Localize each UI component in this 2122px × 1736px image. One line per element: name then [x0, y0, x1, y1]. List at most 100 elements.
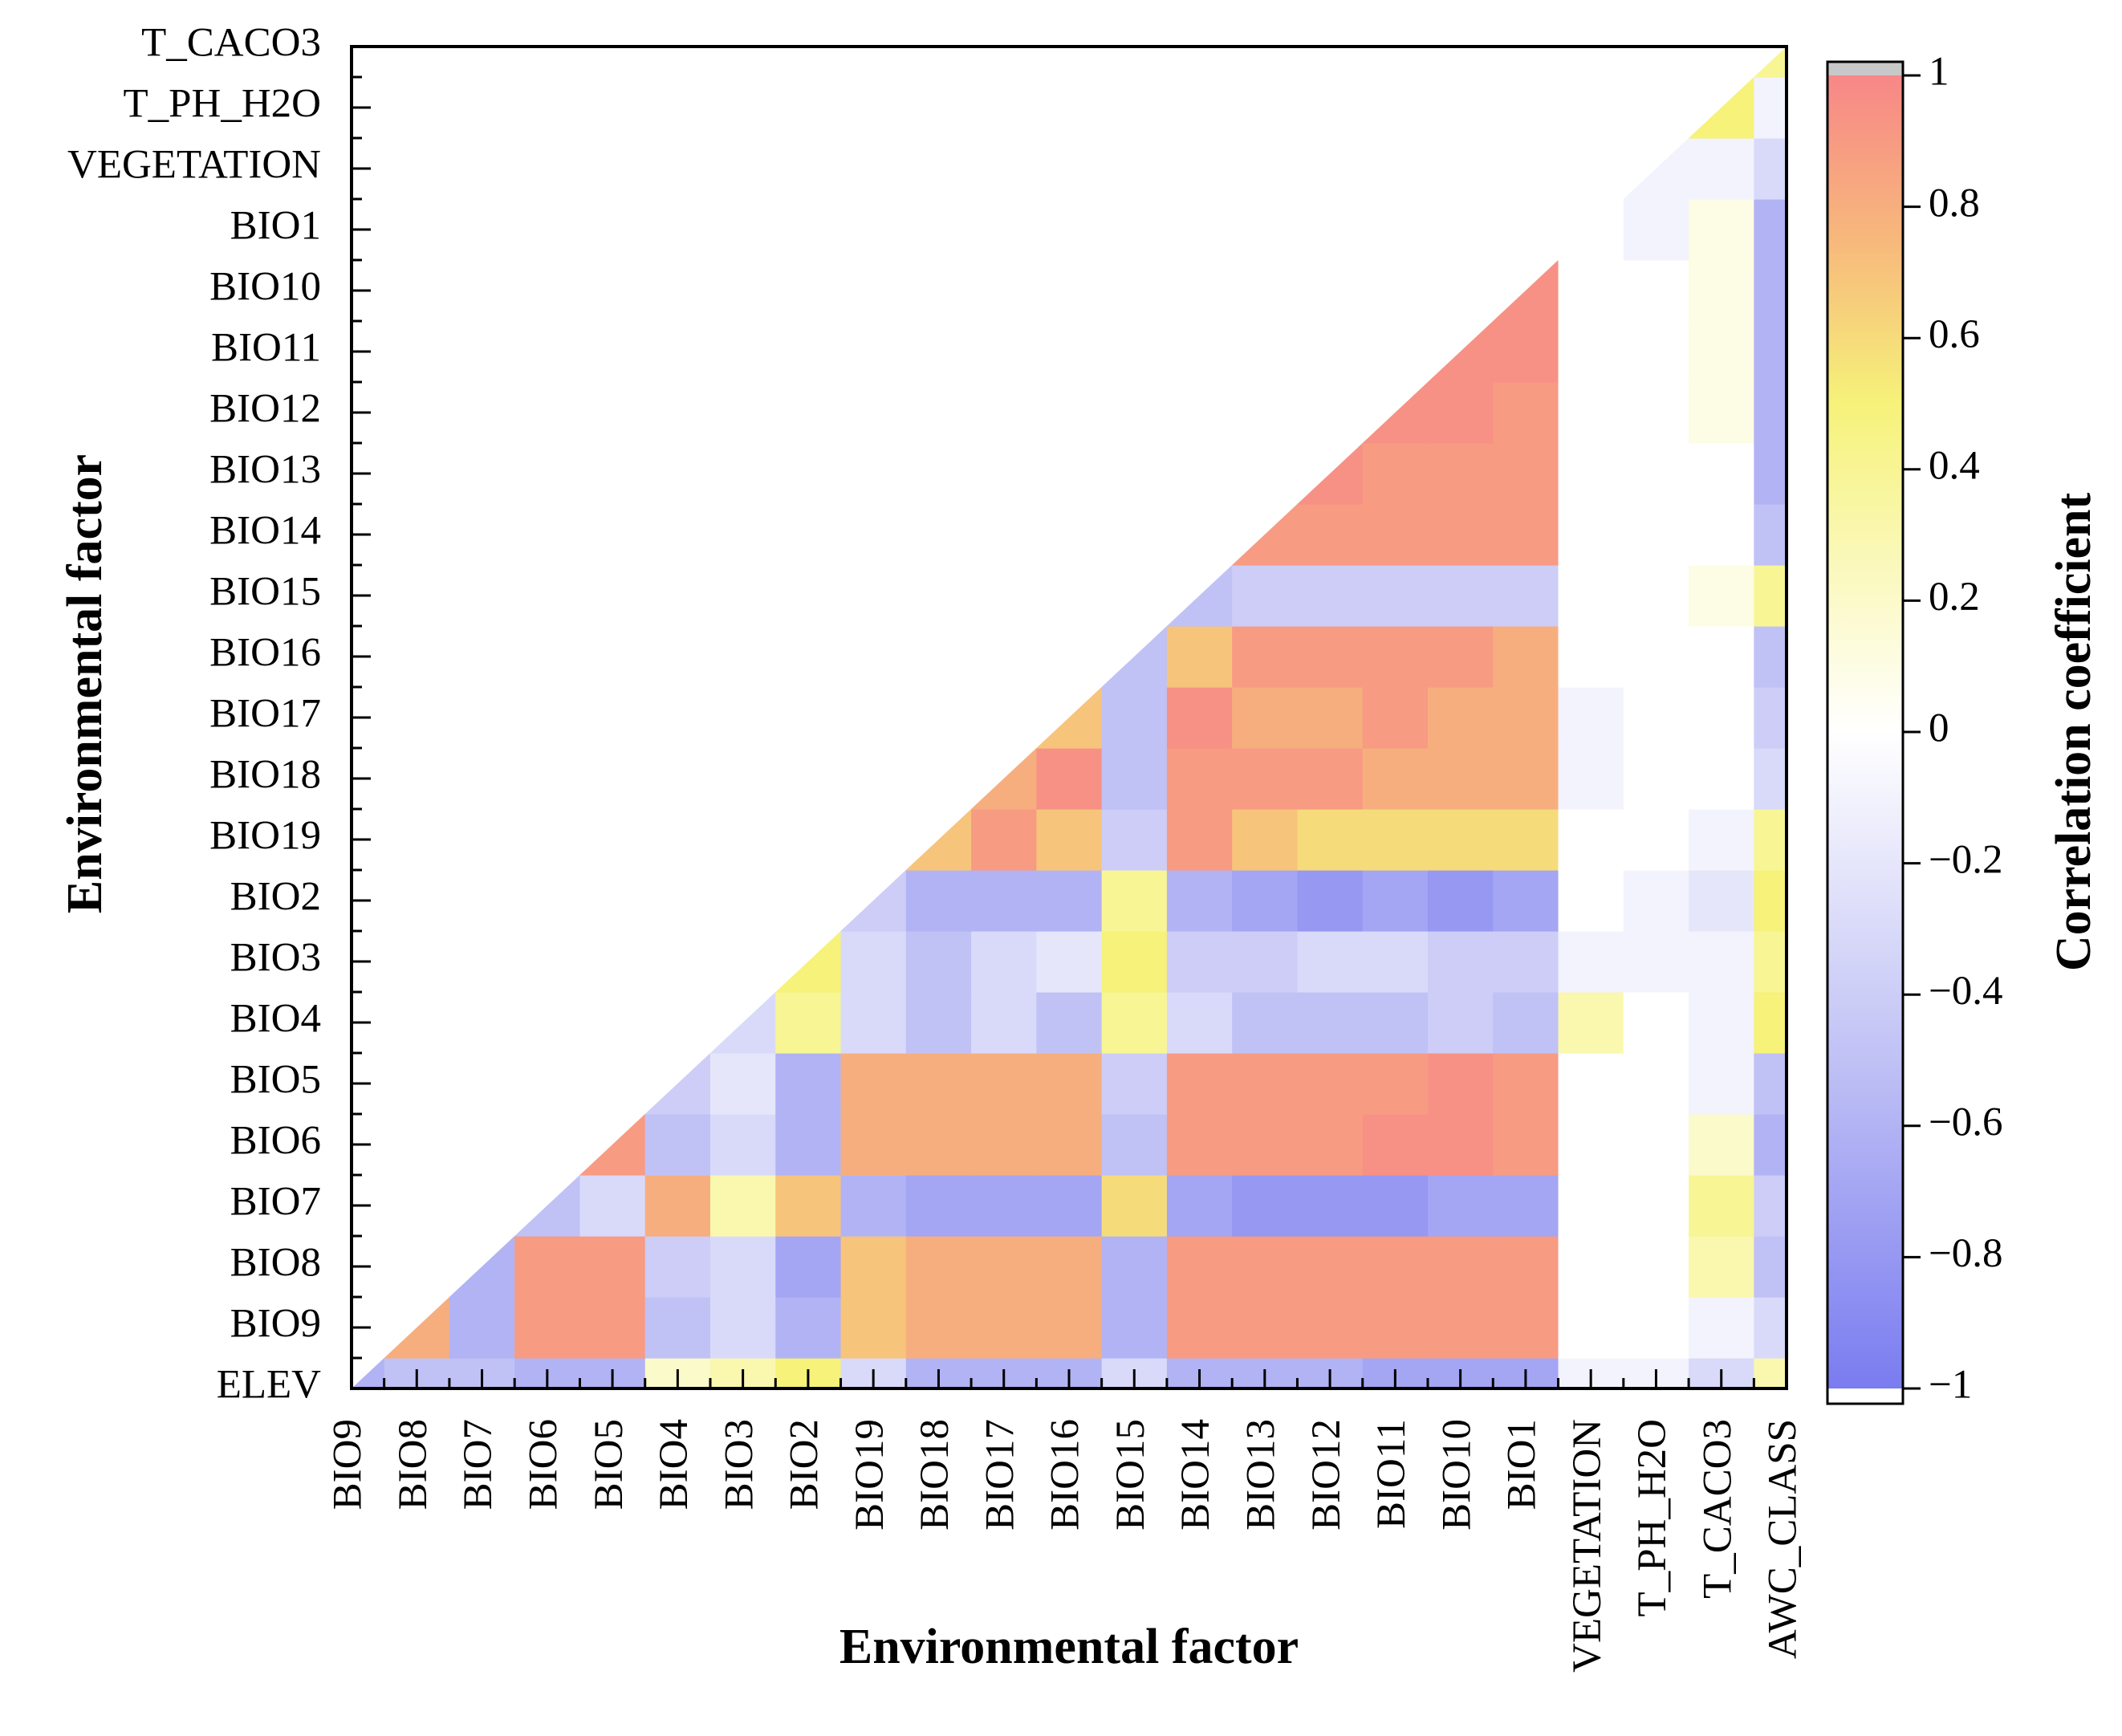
cell	[1623, 931, 1689, 993]
cell	[1689, 504, 1754, 566]
cell	[971, 1236, 1037, 1298]
y-tick-label: BIO6	[230, 1119, 321, 1164]
cell	[905, 1236, 972, 1298]
y-tick-label: BIO16	[209, 631, 321, 676]
cell	[1558, 1297, 1624, 1359]
cell	[1623, 1175, 1689, 1237]
cell	[1232, 809, 1299, 871]
cell	[1036, 992, 1103, 1054]
x-tick-label: BIO3	[717, 1419, 762, 1510]
cell	[840, 992, 907, 1054]
cell	[1428, 565, 1494, 627]
cell	[775, 931, 842, 993]
cell	[1428, 992, 1494, 1054]
cell	[1101, 1236, 1168, 1298]
cell	[1689, 1175, 1754, 1237]
cell	[1036, 1175, 1103, 1237]
cell	[1036, 748, 1103, 810]
cell	[1689, 626, 1754, 688]
cell	[644, 1053, 711, 1115]
y-tick-label: BIO17	[209, 692, 321, 737]
x-tick-label: BIO14	[1173, 1419, 1218, 1531]
cell	[644, 1297, 711, 1359]
cell	[1493, 443, 1559, 505]
cell	[1101, 687, 1168, 749]
cell	[710, 1297, 776, 1359]
cell	[905, 1114, 972, 1176]
cell	[1362, 1236, 1429, 1298]
cell	[1558, 1114, 1624, 1176]
cell	[1232, 1175, 1299, 1237]
cell	[1297, 443, 1364, 505]
cell	[1754, 1053, 1787, 1115]
cell	[1036, 931, 1103, 993]
x-tick-label: BIO7	[456, 1419, 501, 1510]
x-tick-label: VEGETATION	[1565, 1419, 1610, 1673]
cell	[1428, 382, 1494, 444]
cell	[710, 1053, 776, 1115]
colorbar-tick-label: 0	[1929, 706, 1949, 751]
cell	[1623, 199, 1689, 261]
y-tick-label: BIO12	[209, 387, 321, 432]
cell	[1493, 260, 1559, 322]
cell	[1689, 199, 1754, 261]
y-tick-label: BIO7	[230, 1180, 321, 1225]
cell	[971, 1297, 1037, 1359]
cell	[1166, 992, 1233, 1054]
cell	[1036, 809, 1103, 871]
cell	[1558, 565, 1624, 627]
cell	[1754, 687, 1787, 749]
y-tick-label: T_CACO3	[141, 21, 321, 66]
cell	[1493, 504, 1559, 566]
cell	[1362, 1053, 1429, 1115]
cell	[1689, 687, 1754, 749]
cell	[1623, 1297, 1689, 1359]
cell	[1362, 687, 1429, 749]
cell	[1689, 138, 1754, 200]
cell	[1754, 1175, 1787, 1237]
cell	[1362, 565, 1429, 627]
cell	[1558, 443, 1624, 505]
cell	[1428, 931, 1494, 993]
cell	[1623, 1053, 1689, 1115]
y-tick-label: BIO8	[230, 1241, 321, 1286]
cell	[579, 1175, 646, 1237]
cell	[1428, 687, 1494, 749]
cell	[971, 870, 1037, 932]
cell	[1689, 565, 1754, 627]
cell	[1232, 748, 1299, 810]
cell	[1689, 260, 1754, 322]
cell	[1754, 748, 1787, 810]
colorbar	[1827, 75, 1903, 1388]
cell	[1754, 1297, 1787, 1359]
cell	[1101, 992, 1168, 1054]
x-tick-label: BIO2	[783, 1419, 827, 1510]
y-tick-label: BIO3	[230, 936, 321, 981]
cell	[1232, 1297, 1299, 1359]
cell	[905, 931, 972, 993]
cell	[1362, 1114, 1429, 1176]
cell	[971, 748, 1037, 810]
cell	[1428, 870, 1494, 932]
cell	[1362, 748, 1429, 810]
cell	[1754, 443, 1787, 505]
cell	[1623, 748, 1689, 810]
cell	[1558, 687, 1624, 749]
cell	[1558, 809, 1624, 871]
cell	[1428, 1236, 1494, 1298]
cell	[1166, 748, 1233, 810]
cell	[1493, 687, 1559, 749]
cell	[971, 1175, 1037, 1237]
colorbar-tick-label: −1	[1929, 1363, 1972, 1408]
cell	[1297, 748, 1364, 810]
cell	[1297, 626, 1364, 688]
cell	[1689, 382, 1754, 444]
cell	[1232, 1053, 1299, 1115]
cell	[971, 1053, 1037, 1115]
cell	[1036, 870, 1103, 932]
cell	[775, 1114, 842, 1176]
cell	[1101, 1114, 1168, 1176]
cell	[1558, 1175, 1624, 1237]
cell	[1689, 321, 1754, 383]
cell	[1689, 1236, 1754, 1298]
